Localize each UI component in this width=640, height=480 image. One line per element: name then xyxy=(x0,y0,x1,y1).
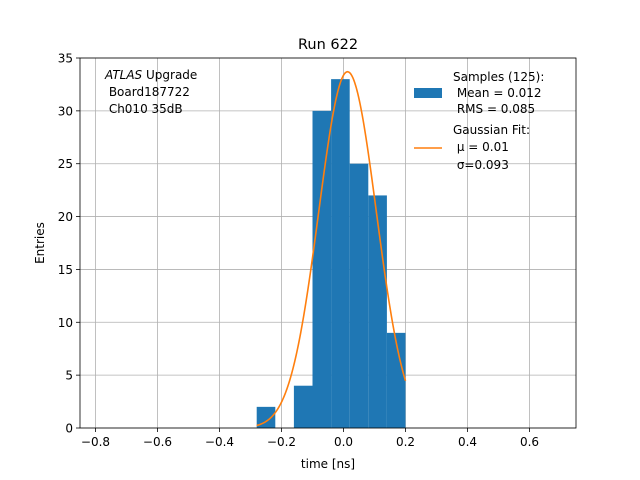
histogram-bars xyxy=(256,79,406,429)
legend-histogram-swatch xyxy=(414,88,442,98)
histogram-bar-5 xyxy=(349,163,369,428)
x-tick-label-4: 0.0 xyxy=(334,435,353,449)
x-tick-label-7: 0.6 xyxy=(520,435,539,449)
annotation-channel: Ch010 35dB xyxy=(105,102,183,116)
legend: Samples (125): Mean = 0.012 RMS = 0.085 … xyxy=(414,70,544,172)
annotation-line-1: ATLAS Upgrade xyxy=(104,68,197,82)
y-tick-label-1: 5 xyxy=(65,369,73,383)
gaussian-fit-curve xyxy=(256,70,407,427)
legend-samples-title: Samples (125): xyxy=(453,70,544,84)
x-tick-label-0: −0.8 xyxy=(81,435,110,449)
annotation-board: Board187722 xyxy=(105,85,190,99)
legend-fit-mu: μ = 0.01 xyxy=(453,140,509,154)
x-tick-label-5: 0.2 xyxy=(396,435,415,449)
x-tick-label-6: 0.4 xyxy=(458,435,477,449)
y-tick-label-3: 15 xyxy=(58,263,73,277)
plot-frame xyxy=(79,57,577,429)
x-tick-label-1: −0.6 xyxy=(143,435,172,449)
y-tick-label-7: 35 xyxy=(58,52,73,66)
histogram-bar-6 xyxy=(368,195,387,428)
x-tick-label-3: −0.2 xyxy=(267,435,296,449)
histogram-bar-4 xyxy=(331,79,350,429)
annotation-atlas-italic: ATLAS xyxy=(104,68,143,82)
legend-samples-mean: Mean = 0.012 xyxy=(453,86,542,100)
legend-fit-title: Gaussian Fit: xyxy=(453,123,530,137)
histogram-bar-2 xyxy=(293,385,313,428)
y-tick-label-4: 20 xyxy=(58,210,73,224)
y-tick-label-6: 30 xyxy=(58,104,73,118)
legend-samples-rms: RMS = 0.085 xyxy=(453,102,535,116)
y-tick-label-0: 0 xyxy=(65,422,73,436)
x-axis-ticks: −0.8 −0.6 −0.4 −0.2 0.0 0.2 0.4 0.6 xyxy=(81,428,539,449)
annotation-upgrade-text: Upgrade xyxy=(142,68,197,82)
y-axis-label: Entries xyxy=(33,222,47,264)
chart-title: Run 622 xyxy=(298,37,358,53)
y-tick-label-5: 25 xyxy=(58,157,73,171)
histogram-bar-3 xyxy=(312,110,332,428)
histogram-bar-0 xyxy=(256,406,276,428)
y-axis-ticks: 0 5 10 15 20 25 30 35 xyxy=(58,52,80,436)
y-tick-label-2: 10 xyxy=(58,316,73,330)
histogram-bar-7 xyxy=(386,332,406,428)
x-axis-label: time [ns] xyxy=(301,457,355,471)
x-tick-label-2: −0.4 xyxy=(205,435,234,449)
atlas-annotation: ATLAS Upgrade Board187722 Ch010 35dB xyxy=(104,68,197,116)
legend-fit-sigma: σ=0.093 xyxy=(453,158,509,172)
